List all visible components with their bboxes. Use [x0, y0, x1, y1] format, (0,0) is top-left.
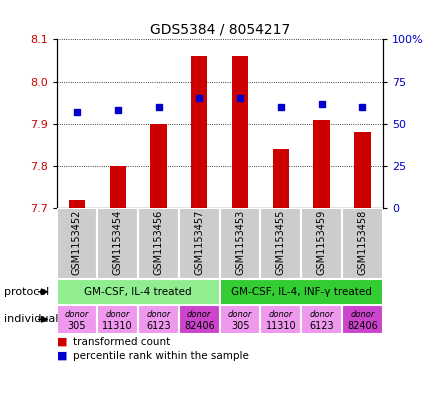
- Bar: [341, 208, 382, 279]
- Text: GM-CSF, IL-4, INF-γ treated: GM-CSF, IL-4, INF-γ treated: [230, 287, 371, 297]
- Bar: [300, 305, 341, 334]
- Text: donor: donor: [105, 310, 130, 318]
- Bar: [231, 56, 248, 208]
- Bar: [219, 279, 382, 305]
- Text: protocol: protocol: [4, 287, 49, 297]
- Bar: [191, 56, 207, 208]
- Bar: [260, 305, 300, 334]
- Text: 82406: 82406: [346, 321, 377, 331]
- Text: donor: donor: [227, 310, 252, 318]
- Text: GM-CSF, IL-4 treated: GM-CSF, IL-4 treated: [84, 287, 191, 297]
- Text: GSM1153453: GSM1153453: [234, 210, 244, 275]
- Text: 11310: 11310: [265, 321, 296, 331]
- Bar: [219, 208, 260, 279]
- Bar: [138, 208, 178, 279]
- Text: transformed count: transformed count: [73, 337, 170, 347]
- Text: GSM1153455: GSM1153455: [275, 210, 285, 275]
- Text: ■: ■: [56, 351, 67, 361]
- Text: donor: donor: [146, 310, 170, 318]
- Text: 11310: 11310: [102, 321, 133, 331]
- Text: donor: donor: [65, 310, 89, 318]
- Text: 305: 305: [68, 321, 86, 331]
- Text: percentile rank within the sample: percentile rank within the sample: [73, 351, 248, 361]
- Bar: [109, 166, 125, 208]
- Bar: [260, 208, 300, 279]
- Text: donor: donor: [268, 310, 293, 318]
- Text: GSM1153454: GSM1153454: [112, 210, 122, 275]
- Title: GDS5384 / 8054217: GDS5384 / 8054217: [149, 23, 289, 37]
- Bar: [178, 305, 219, 334]
- Bar: [69, 200, 85, 208]
- Bar: [97, 208, 138, 279]
- Bar: [341, 305, 382, 334]
- Bar: [56, 305, 97, 334]
- Bar: [56, 279, 219, 305]
- Text: 6123: 6123: [309, 321, 333, 331]
- Bar: [219, 305, 260, 334]
- Text: ■: ■: [56, 337, 67, 347]
- Bar: [138, 305, 178, 334]
- Bar: [313, 119, 329, 208]
- Bar: [97, 305, 138, 334]
- Bar: [150, 124, 166, 208]
- Text: 305: 305: [230, 321, 249, 331]
- Text: GSM1153456: GSM1153456: [153, 210, 163, 275]
- Text: 6123: 6123: [146, 321, 171, 331]
- Text: GSM1153459: GSM1153459: [316, 210, 326, 275]
- Bar: [353, 132, 370, 208]
- Bar: [272, 149, 288, 208]
- Text: donor: donor: [349, 310, 374, 318]
- Text: GSM1153457: GSM1153457: [194, 210, 204, 275]
- Text: individual: individual: [4, 314, 59, 324]
- Text: donor: donor: [187, 310, 211, 318]
- Text: GSM1153458: GSM1153458: [357, 210, 367, 275]
- Bar: [300, 208, 341, 279]
- Bar: [178, 208, 219, 279]
- Text: donor: donor: [309, 310, 333, 318]
- Text: 82406: 82406: [184, 321, 214, 331]
- Text: GSM1153452: GSM1153452: [72, 210, 82, 275]
- Bar: [56, 208, 97, 279]
